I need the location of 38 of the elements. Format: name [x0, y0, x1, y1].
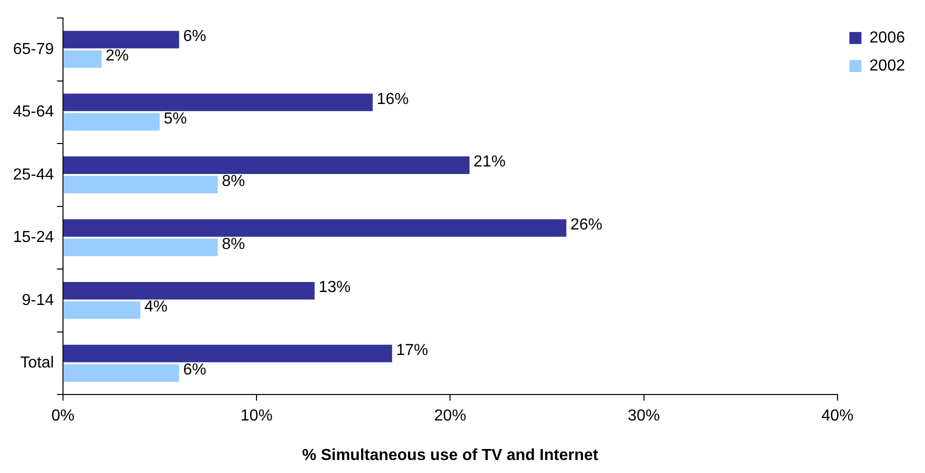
- data-label: 8%: [222, 236, 245, 253]
- y-tick-label: 45-64: [13, 104, 54, 121]
- x-tick-label: 20%: [434, 408, 466, 425]
- data-label: 6%: [183, 28, 206, 46]
- data-label: 16%: [376, 90, 409, 108]
- bar: [63, 30, 180, 48]
- x-tick-label: 30%: [628, 408, 660, 425]
- y-tick-label: 65-79: [13, 40, 54, 58]
- data-label: 4%: [144, 298, 168, 316]
- bar: [63, 282, 315, 300]
- bar: [63, 156, 470, 174]
- x-tick-label: 40%: [821, 408, 854, 425]
- bar: [63, 94, 373, 112]
- bar: [63, 364, 180, 382]
- data-label: 8%: [222, 173, 245, 190]
- legend-label: 2006: [869, 29, 906, 46]
- bar: [63, 113, 160, 131]
- data-label: 2%: [106, 48, 129, 65]
- data-label: 5%: [164, 110, 187, 128]
- legend-label: 2002: [869, 57, 906, 74]
- x-axis-title: % Simultaneous use of TV and Internet: [302, 446, 599, 464]
- y-tick-label: Total: [20, 354, 54, 372]
- y-tick-label: 25-44: [13, 166, 54, 184]
- bar: [63, 50, 102, 68]
- data-label: 17%: [396, 342, 428, 359]
- y-tick-label: 9-14: [22, 292, 54, 309]
- data-label: 6%: [183, 361, 206, 378]
- y-tick-label: 15-24: [13, 229, 54, 246]
- data-label: 26%: [570, 216, 602, 234]
- bar: [63, 344, 392, 362]
- x-tick-label: 0%: [51, 408, 74, 425]
- data-label: 13%: [318, 279, 351, 296]
- bar: [63, 219, 566, 237]
- bar: [63, 238, 218, 256]
- x-tick-label: 10%: [240, 408, 273, 425]
- bar: [63, 176, 218, 194]
- bar: [63, 301, 140, 319]
- data-label: 21%: [474, 154, 506, 171]
